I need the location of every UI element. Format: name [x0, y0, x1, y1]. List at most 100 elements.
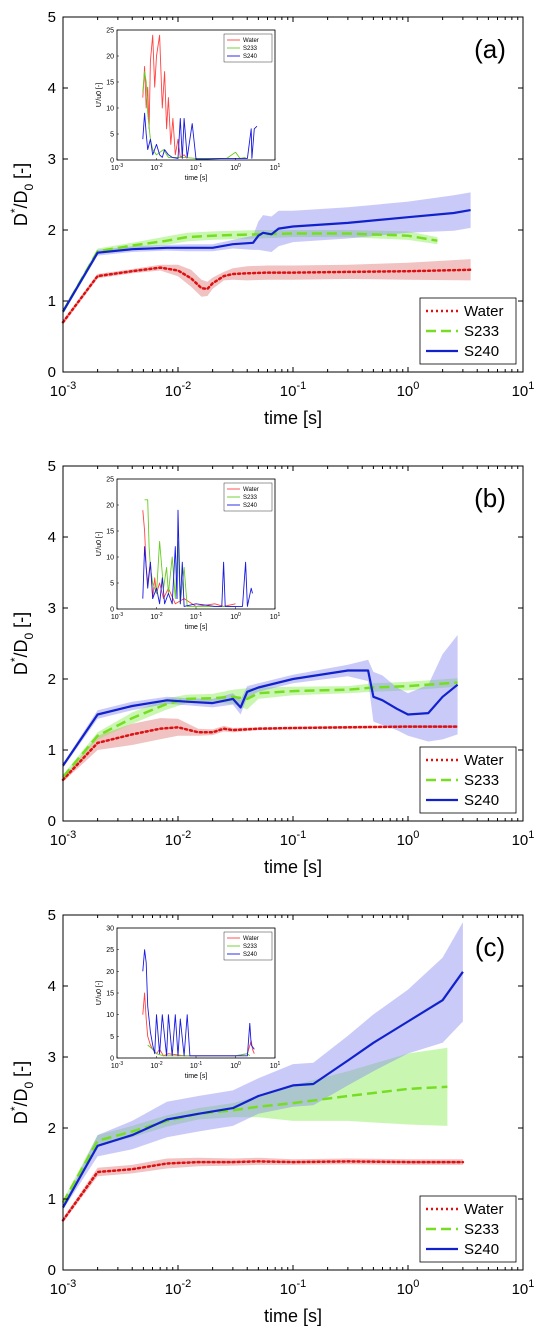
x-tick-base: 10 — [165, 832, 182, 849]
band-s240 — [63, 922, 463, 1210]
legend-label-s233: S233 — [464, 1221, 499, 1238]
x-axis-label: time [s] — [264, 408, 322, 428]
series-line-s240 — [62, 669, 459, 767]
legend-label-water: Water — [464, 1201, 503, 1218]
x-tick-label: 101 — [512, 1278, 535, 1298]
y-tick-label: 5 — [48, 9, 56, 26]
x-tick-label: 10-1 — [280, 1278, 306, 1298]
y-label-ylabel_rest: /D — [11, 191, 31, 209]
inset-x-tick-exponent: -1 — [198, 1061, 203, 1067]
x-tick-label: 100 — [397, 829, 420, 849]
x-tick-base: 10 — [50, 1281, 67, 1298]
x-tick-label: 10-3 — [50, 1278, 76, 1298]
x-tick-base: 10 — [397, 832, 414, 849]
y-label-ylabel_main: D — [11, 213, 31, 226]
inset-x-tick-label: 10-3 — [111, 163, 123, 172]
inset-legend-label-s233: S233 — [243, 495, 258, 501]
x-tick-exponent: -2 — [181, 1278, 191, 1290]
series-line-s240 — [62, 971, 464, 1209]
x-tick-exponent: -3 — [66, 1278, 76, 1290]
inset-y-tick-label: 30 — [106, 926, 114, 933]
x-tick-base: 10 — [512, 832, 529, 849]
inset-y-tick-label: 10 — [106, 1012, 114, 1019]
inset-line-water — [142, 34, 188, 159]
inset-y-tick-label: 20 — [106, 503, 114, 510]
legend-label-s233: S233 — [464, 323, 499, 340]
x-tick-label: 101 — [512, 829, 535, 849]
x-tick-exponent: -3 — [66, 829, 76, 841]
inset-x-tick-base: 10 — [230, 614, 238, 621]
inset-y-tick-label: 5 — [110, 132, 114, 139]
y-label-ylabel_sup: * — [8, 657, 22, 662]
inset-x-tick-base: 10 — [270, 614, 278, 621]
inset-x-tick-base: 10 — [150, 614, 158, 621]
inset-y-tick-label: 20 — [106, 54, 114, 61]
inset-x-tick-label: 100 — [230, 163, 241, 172]
panel-label: (b) — [474, 483, 506, 513]
x-tick-label: 100 — [397, 1278, 420, 1298]
y-axis-label: D*/D0 [-] — [8, 1061, 36, 1124]
inset-x-tick-base: 10 — [150, 165, 158, 172]
y-label-ylabel_sub: 0 — [22, 633, 36, 640]
inset-x-axis-label: time [s] — [185, 175, 208, 182]
x-tick-exponent: 0 — [413, 380, 419, 392]
x-tick-exponent: -1 — [296, 1278, 306, 1290]
inset-x-tick-label: 101 — [270, 163, 281, 172]
series-line-water — [61, 1160, 465, 1222]
inset-x-tick-label: 10-1 — [190, 1061, 202, 1070]
inset-x-tick-label: 101 — [270, 612, 281, 621]
band-s240 — [63, 635, 458, 768]
x-tick-exponent: 1 — [528, 1278, 534, 1290]
inset-y-tick-label: 25 — [106, 477, 114, 484]
y-label-ylabel_rest: /D — [11, 1089, 31, 1107]
inset-x-axis-label: time [s] — [185, 624, 208, 631]
inset-y-tick-label: 20 — [106, 969, 114, 976]
inset-x-tick-exponent: 0 — [238, 163, 241, 169]
inset-y-axis-label: U'/u0 [-] — [96, 83, 103, 107]
inset-x-tick-label: 10-2 — [150, 1061, 162, 1070]
inset-x-tick-exponent: 1 — [278, 1061, 281, 1067]
x-tick-label: 10-2 — [165, 380, 191, 400]
y-tick-label: 1 — [48, 1191, 56, 1208]
inset-x-tick-exponent: 1 — [278, 163, 281, 169]
y-label-ylabel_main: D — [11, 662, 31, 675]
x-tick-exponent: -2 — [181, 829, 191, 841]
y-tick-label: 2 — [48, 1120, 56, 1137]
x-tick-base: 10 — [280, 383, 297, 400]
inset-line-s233 — [142, 71, 246, 159]
legend-label-s240: S240 — [464, 1241, 499, 1258]
inset-x-tick-exponent: -2 — [158, 1061, 163, 1067]
inset-x-tick-label: 10-2 — [150, 612, 162, 621]
x-tick-base: 10 — [397, 383, 414, 400]
x-axis-label: time [s] — [264, 1306, 322, 1326]
x-tick-exponent: 0 — [413, 829, 419, 841]
legend-label-water: Water — [464, 752, 503, 769]
inset-x-tick-base: 10 — [270, 1063, 278, 1070]
x-tick-exponent: -1 — [296, 380, 306, 392]
inset-x-tick-label: 10-3 — [111, 612, 123, 621]
y-tick-label: 3 — [48, 1049, 56, 1066]
inset-x-tick-exponent: 0 — [238, 1061, 241, 1067]
y-label-ylabel_sub: 0 — [22, 184, 36, 191]
y-tick-label: 2 — [48, 671, 56, 688]
x-tick-label: 10-1 — [280, 829, 306, 849]
inset-y-tick-label: 0 — [110, 1056, 114, 1063]
x-tick-exponent: -3 — [66, 380, 76, 392]
inset-line-s240 — [142, 509, 253, 607]
series-line-s233 — [61, 232, 438, 313]
x-tick-label: 10-2 — [165, 1278, 191, 1298]
x-tick-exponent: -1 — [296, 829, 306, 841]
inset-x-tick-label: 100 — [230, 612, 241, 621]
inset-y-tick-label: 10 — [106, 555, 114, 562]
inset-legend-label-s240: S240 — [243, 952, 258, 958]
inset-x-tick-exponent: -1 — [198, 163, 203, 169]
legend-label-s240: S240 — [464, 792, 499, 809]
inset-y-tick-label: 5 — [110, 1034, 114, 1041]
x-tick-label: 10-2 — [165, 829, 191, 849]
y-tick-label: 2 — [48, 222, 56, 239]
inset-y-tick-label: 15 — [106, 991, 114, 998]
